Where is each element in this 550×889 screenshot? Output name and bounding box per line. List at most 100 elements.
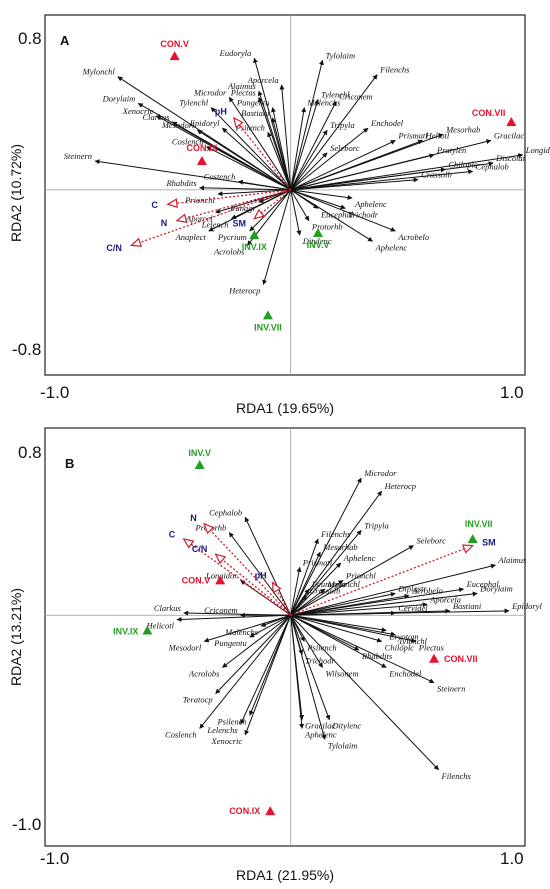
panel-b-species-arrow-diplgstr — [290, 591, 396, 616]
panel-b-species-arrow-mesorhab — [290, 551, 321, 616]
panel-b-species-label-crassolb: Crassolb — [310, 586, 341, 596]
panel-a-env-label-c: C — [151, 200, 158, 210]
panel-a-species-label-protorhb: Protorhb — [311, 222, 343, 232]
panel-b-species-label-prismatl: Prismatl — [302, 557, 333, 567]
panel-b-species-arrow-epidoryl — [290, 608, 510, 616]
panel-a-species-label-coslench: Coslench — [172, 137, 204, 147]
panel-a-site-label-inv-v: INV.V — [307, 240, 330, 250]
panel-b-species-arrow-protorhb — [228, 532, 292, 616]
panel-a-species-label-bastiani: Bastiani — [241, 108, 270, 118]
panel-b-y-axis-title: RDA2 (13.21%) — [8, 588, 24, 686]
panel-b-site-marker-con-v — [215, 575, 226, 585]
panel-b-species-label-enchodel: Enchodel — [388, 668, 422, 678]
panel-a-species-arrow-coslench — [206, 146, 291, 191]
panel-b-species-arrow-pungentu — [249, 614, 291, 638]
panel-a-site-marker-inv-vii — [262, 310, 273, 320]
panel-b-species-arrow-chiloplc — [290, 614, 383, 643]
panel-a-species-label-acrolobs: Acrolobs — [213, 246, 245, 256]
panel-b-site-marker-inv-v — [194, 460, 205, 470]
panel-a-species-label-psilench: Psilench — [235, 122, 265, 132]
panel-b-species-label-trichodr: Trichodr — [305, 655, 335, 665]
panel-a-species-label-eucephal: Eucephal — [320, 209, 354, 219]
panel-a-species-arrow-criconem — [290, 100, 337, 191]
panel-b-species-label-malenchs: Malenchs — [224, 627, 259, 637]
panel-b-species-label-lelenchs: Lelenchs — [206, 725, 238, 735]
panel-a-species-label-tripyla: Tripyla — [330, 120, 355, 130]
panel-b-env-label-c: C — [169, 529, 176, 539]
panel-a-species-arrow-heterocp — [262, 189, 292, 285]
panel-b-env-label-ph: pH — [255, 571, 267, 581]
panel-a-species-arrow-heliotl — [290, 139, 424, 191]
panel-a-species-label-aphelenc: Aphelenc — [375, 242, 408, 252]
panel-b-species-arrow-xenocric — [244, 615, 292, 736]
panel-b-site-label-inv-ix: INV.IX — [113, 626, 138, 636]
panel-a-species-label-tylolaim: Tylolaim — [326, 50, 356, 60]
panel-b-species-arrow-teratocp — [215, 614, 292, 694]
panel-b-plot-frame — [44, 427, 526, 847]
panel-a-species-label-cephalob: Cephalob — [476, 161, 509, 171]
panel-a-species-arrow-seleborc — [290, 152, 328, 191]
panel-a-species-arrow-bastiani — [271, 117, 292, 190]
panel-b-species-label-coslench: Coslench — [165, 729, 197, 739]
panel-a-species-label-tylenchl: Tylenchl — [179, 98, 208, 108]
panel-a-species-arrow-cephalob — [290, 169, 474, 191]
panel-b-env-arrowhead-c-n — [214, 553, 227, 565]
panel-a-species-label-discolai: Discolai — [495, 153, 525, 163]
panel-b-species-arrow-ditylenc — [290, 615, 331, 721]
panel-a-species-arrow-prionchl — [217, 189, 291, 197]
panel-b-species-label-aphelenc: Aphelenc — [343, 553, 376, 563]
panel-a-site-marker-con-v — [169, 51, 180, 61]
panel-b-species-label-filenchs: Filenchs — [441, 771, 472, 781]
panel-a-species-arrow-anaplect — [208, 189, 291, 232]
panel-b-species-label-cephalob: Cephalob — [209, 507, 242, 517]
panel-a-species-label-prionchl: Prionchl — [184, 195, 215, 205]
panel-a-env-label-c-n: C/N — [106, 243, 122, 253]
panel-a-site-label-inv-vii: INV.VII — [254, 322, 282, 332]
panel-b-species-label-chiloplc: Chiloplc — [385, 642, 415, 652]
panel-b-species-arrow-mesodorl — [203, 614, 291, 643]
panel-a-x-tick-left: -1.0 — [40, 383, 69, 402]
panel-b-species-label-mesodorl: Mesodorl — [168, 642, 202, 652]
panel-a-species-label-enchodel: Enchodel — [370, 118, 404, 128]
panel-b-species-label-criconem: Criconem — [204, 605, 238, 615]
panel-b-env-arrowhead-c — [182, 538, 195, 549]
panel-b-site-label-con-vii: CON.VII — [444, 654, 478, 664]
panel-a-site-marker-con-vii — [506, 116, 517, 126]
panel-b-species-arrow-acrolobs — [222, 614, 291, 668]
panel-b-species-label-xenocric: Xenocric — [211, 736, 243, 746]
panel-a-species-label-chiloplc: Chiloplc — [448, 159, 478, 169]
panel-a-env-arrowhead-ph — [232, 116, 244, 129]
panel-a-species-arrow-protorhb — [290, 189, 310, 222]
panel-a-species-arrow-aporcela — [279, 84, 292, 190]
panel-b-x-tick-left: -1.0 — [40, 849, 69, 868]
panel-b-species-label-ecumenia: Ecumenia — [311, 579, 346, 589]
panel-a-species-label-acrobelo: Acrobelo — [397, 232, 429, 242]
panel-b-species-arrow-dorylaim — [290, 591, 478, 616]
panel-a-species-arrow-tylenchl — [290, 98, 320, 191]
panel-a-species-label-eudoryla: Eudoryla — [219, 48, 252, 58]
panel-b-species-arrow-seleborc — [290, 545, 414, 616]
panel-b-species-label-teratocp: Teratocp — [183, 695, 213, 705]
panel-a-species-arrow-longidor — [290, 153, 524, 191]
panel-b-site-label-con-v: CON.V — [182, 575, 211, 585]
panel-a-species-label-tylenchl: Tylenchl — [321, 89, 350, 99]
panel-a-species-label-pratylen: Pratylen — [436, 145, 466, 155]
panel-b-species-arrow-tylolaim — [290, 615, 327, 740]
panel-a-species-label-seleborc: Seleborc — [330, 143, 360, 153]
panel-a-species-label-xenocric: Xenocric — [122, 106, 154, 116]
panel-a-species-label-mylonchl: Mylonchl — [82, 67, 116, 77]
panel-a-env-label-n: N — [161, 218, 168, 228]
panel-b-env-arrowhead-sm — [461, 544, 475, 554]
panel-b-species-label-ditylenc: Ditylenc — [331, 721, 361, 731]
panel-b-species-label-helicotl: Helicotl — [146, 621, 175, 631]
panel-b-species-label-mesorhab: Mesorhab — [322, 542, 357, 552]
panel-b-species-arrow-coslench — [199, 614, 292, 729]
panel-a-species-arrow-tylolaim — [290, 59, 324, 190]
panel-a-x-tick-right: 1.0 — [500, 383, 524, 402]
panel-b-species-arrow-acrobelo — [290, 593, 410, 616]
panel-a-species-arrow-pratylen — [290, 153, 435, 191]
panel-b-species-arrow-prionchl — [290, 579, 344, 616]
panel-b-species-arrow-lelenchs — [240, 615, 292, 725]
panel-a-species-arrow-ditylenc — [290, 189, 302, 236]
